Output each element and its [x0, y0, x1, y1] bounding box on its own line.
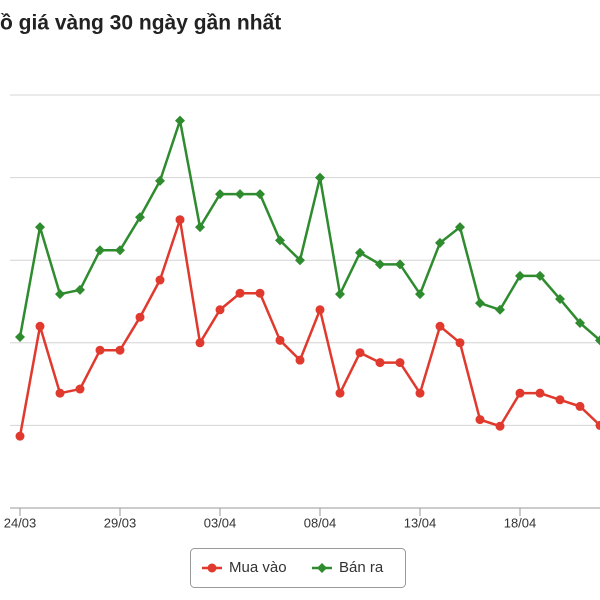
point	[455, 338, 465, 348]
point	[435, 321, 445, 331]
point	[215, 305, 225, 315]
point	[355, 348, 365, 358]
point	[515, 388, 525, 398]
point	[315, 305, 325, 315]
point	[275, 235, 285, 246]
point	[155, 175, 165, 186]
point	[495, 304, 505, 315]
legend-symbol	[207, 563, 217, 573]
point	[195, 338, 205, 348]
point	[555, 395, 565, 405]
point	[235, 189, 245, 200]
x-tick-label: 24/03	[4, 515, 37, 530]
point	[255, 189, 265, 200]
series-line	[18, 115, 600, 342]
point	[95, 245, 105, 256]
point	[575, 401, 585, 411]
point	[195, 222, 205, 233]
point	[435, 237, 445, 248]
legend	[190, 548, 406, 588]
point	[475, 298, 485, 309]
point	[275, 335, 285, 345]
point	[395, 358, 405, 368]
point	[35, 222, 45, 233]
point	[175, 215, 185, 225]
x-tick-label: 29/03	[104, 515, 137, 530]
point	[75, 284, 85, 295]
point	[115, 245, 125, 256]
point	[335, 289, 345, 300]
legend-label[interactable]: Bán ra	[339, 559, 384, 576]
x-tick-label: 03/04	[204, 515, 237, 530]
point	[415, 388, 425, 398]
point	[215, 189, 225, 200]
point	[495, 421, 505, 431]
point	[375, 259, 385, 270]
point	[295, 355, 305, 365]
point	[595, 420, 600, 430]
point	[575, 317, 585, 328]
point	[55, 388, 65, 398]
point	[335, 388, 345, 398]
point	[595, 335, 600, 346]
x-tick-label: 18/04	[504, 515, 537, 530]
x-tick-label: 08/04	[304, 515, 337, 530]
point	[95, 345, 105, 355]
point	[135, 312, 145, 322]
point	[355, 247, 365, 258]
point	[555, 294, 565, 305]
point	[255, 288, 265, 298]
point	[35, 321, 45, 331]
point	[295, 255, 305, 266]
point	[115, 345, 125, 355]
point	[535, 388, 545, 398]
point	[235, 288, 245, 298]
chart-title: ồ giá vàng 30 ngày gần nhất	[0, 12, 281, 35]
point	[55, 289, 65, 300]
point	[395, 259, 405, 270]
series-line	[18, 219, 600, 437]
point	[315, 172, 325, 183]
point	[175, 115, 185, 126]
point	[455, 222, 465, 233]
point	[75, 384, 85, 394]
point	[515, 270, 525, 281]
point	[475, 415, 485, 425]
point	[135, 212, 145, 223]
legend-label[interactable]: Mua vào	[229, 559, 287, 576]
point	[375, 358, 385, 368]
legend-symbol	[317, 563, 327, 573]
point	[415, 289, 425, 300]
point	[15, 332, 25, 343]
x-tick-label: 13/04	[404, 515, 437, 530]
point	[155, 275, 165, 285]
point	[535, 270, 545, 281]
point	[15, 431, 25, 441]
